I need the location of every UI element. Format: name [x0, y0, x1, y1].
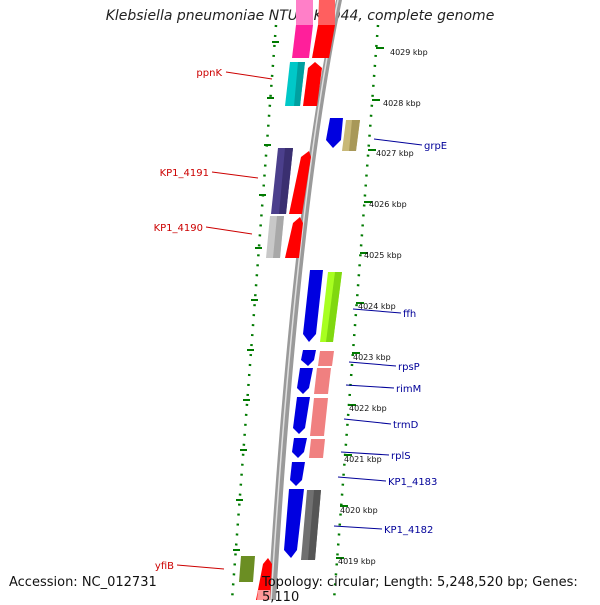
- label-grpE[interactable]: grpE: [424, 141, 447, 152]
- scale-label-4026: 4026 kbp: [369, 200, 407, 209]
- scale-label-4028: 4028 kbp: [383, 99, 421, 108]
- label-KP1_4191[interactable]: KP1_4191: [160, 168, 209, 179]
- label-rpsP[interactable]: rpsP: [398, 362, 420, 373]
- right-label-leaders: [333, 138, 423, 530]
- scale-labels: 4029 kbp 4028 kbp 4027 kbp 4026 kbp 4025…: [338, 48, 428, 566]
- scale-label-4027: 4027 kbp: [376, 149, 414, 158]
- label-KP1_4182[interactable]: KP1_4182: [384, 525, 433, 536]
- outer-dotted-ring: [332, 24, 380, 600]
- gene-rpsP-blue[interactable]: [301, 350, 316, 366]
- scale-label-4025: 4025 kbp: [364, 251, 402, 260]
- gene-trmD-pink[interactable]: [310, 398, 328, 436]
- topology-text: Topology: circular; Length: 5,248,520 bp…: [262, 575, 578, 605]
- label-rimM[interactable]: rimM: [396, 384, 421, 395]
- gene-KP1_4182-gray[interactable]: [301, 490, 321, 560]
- gene-rpsP-pink[interactable]: [318, 351, 334, 366]
- gene-grpE[interactable]: [342, 120, 360, 151]
- scale-label-4029: 4029 kbp: [390, 48, 428, 57]
- gene-cyan[interactable]: [285, 62, 305, 106]
- gene-KP1_4190-gray[interactable]: [266, 216, 284, 258]
- gene-yfiB-olive[interactable]: [239, 556, 255, 582]
- scale-label-4019: 4019 kbp: [338, 557, 376, 566]
- scale-label-4020: 4020 kbp: [340, 506, 378, 515]
- gene-trmD-blue[interactable]: [293, 397, 310, 434]
- genome-backbone: [268, 0, 342, 600]
- scale-label-4023: 4023 kbp: [353, 353, 391, 362]
- gene-rplS-blue[interactable]: [292, 438, 307, 458]
- left-label-leaders: [176, 71, 273, 570]
- gene-ppnK[interactable]: [303, 62, 322, 106]
- accession-text: Accession: NC_012731: [9, 575, 157, 590]
- gene-KP1_4191-purple[interactable]: [271, 148, 293, 214]
- label-KP1_4183[interactable]: KP1_4183: [388, 477, 437, 488]
- gene-ffh-blue[interactable]: [303, 270, 323, 342]
- scale-label-4024: 4024 kbp: [358, 302, 396, 311]
- gene-ffh-green[interactable]: [320, 272, 342, 342]
- gene-blue-grpE-adjacent[interactable]: [326, 118, 343, 148]
- gene-rimM-blue[interactable]: [297, 368, 313, 394]
- label-KP1_4190[interactable]: KP1_4190: [154, 223, 203, 234]
- gene-KP1_4183[interactable]: [290, 462, 305, 486]
- gene-rplS-pink[interactable]: [309, 439, 325, 458]
- label-trmD[interactable]: trmD: [393, 420, 419, 431]
- inner-ring-ticks: [233, 41, 279, 551]
- label-ffh[interactable]: ffh: [403, 309, 416, 320]
- label-ppnK[interactable]: ppnK: [196, 68, 222, 79]
- inner-dotted-ring: [230, 24, 278, 600]
- scale-label-4021: 4021 kbp: [344, 455, 382, 464]
- gene-KP1_4191-red[interactable]: [289, 151, 311, 214]
- label-rplS[interactable]: rplS: [391, 451, 411, 462]
- outer-ring-ticks: [336, 47, 384, 559]
- gene-top-magenta[interactable]: [292, 0, 313, 58]
- gene-KP1_4182-blue[interactable]: [284, 489, 304, 558]
- gene-rimM-pink[interactable]: [314, 368, 331, 394]
- gene-yfiB-red[interactable]: [256, 558, 272, 600]
- gene-KP1_4190-red[interactable]: [285, 217, 303, 258]
- scale-label-4022: 4022 kbp: [349, 404, 387, 413]
- label-yfiB[interactable]: yfiB: [155, 561, 174, 572]
- gene-top-red[interactable]: [312, 0, 335, 58]
